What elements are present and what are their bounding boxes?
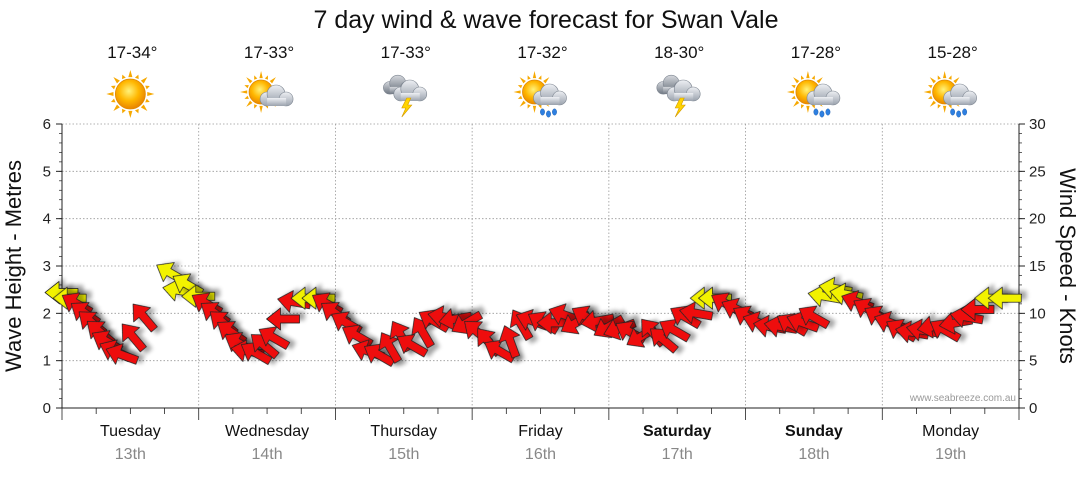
- rain-drop: [540, 108, 545, 116]
- wind-arrow-body: [378, 332, 402, 364]
- sun-disc: [114, 78, 146, 110]
- chart-axes: 0 1 2 3 4 5 6 0 5 10 15 20 25 30: [43, 116, 1046, 420]
- sun-showers-icon: [513, 71, 567, 118]
- wind-arrow: [105, 343, 140, 365]
- right-axis-title: Wind Speed - Knots: [1055, 168, 1080, 364]
- day-date-label: 19th: [935, 446, 966, 463]
- right-tick-label: 30: [1029, 116, 1046, 133]
- watermark: www.seabreeze.com.au: [909, 393, 1016, 404]
- right-tick-label: 25: [1029, 163, 1046, 180]
- wind-arrow: [960, 298, 995, 321]
- left-tick-label: 4: [43, 211, 51, 228]
- rain-drop: [552, 108, 557, 116]
- temperature-range: 17-33°: [244, 43, 294, 62]
- temperature-range: 17-33°: [381, 43, 431, 62]
- day-date-label: 13th: [115, 446, 146, 463]
- lightning-bolt: [401, 97, 413, 118]
- wind-arrow: [987, 286, 1022, 310]
- front-cloud: [393, 79, 428, 102]
- wind-arrow: [798, 305, 831, 329]
- day-name-label: Wednesday: [225, 423, 309, 440]
- chart-title: 7 day wind & wave forecast for Swan Vale: [313, 6, 778, 34]
- wind-arrow-body: [396, 334, 429, 358]
- wind-arrows: [44, 262, 1022, 367]
- left-tick-label: 0: [43, 400, 51, 417]
- rain-drop: [825, 108, 831, 116]
- thunderstorm-icon: [383, 74, 428, 118]
- left-tick-label: 6: [43, 116, 51, 133]
- wind-arrow-body: [258, 326, 291, 350]
- day-date-label: 15th: [388, 446, 419, 463]
- partly-cloudy-icon: [240, 71, 294, 113]
- lightning-bolt: [674, 97, 686, 118]
- left-axis-title: Wave Height - Metres: [1, 160, 26, 372]
- left-tick-label: 2: [43, 305, 51, 322]
- wind-arrow: [498, 325, 521, 359]
- sun-rays: [106, 70, 155, 118]
- cloud: [806, 83, 841, 106]
- day-date-label: 16th: [525, 446, 556, 463]
- wind-arrow-body: [266, 307, 300, 331]
- wind-arrow-body: [960, 298, 995, 321]
- day-name-label: Saturday: [643, 423, 712, 440]
- day-date-label: 17th: [662, 446, 693, 463]
- temperature-range: 18-30°: [654, 43, 704, 62]
- rain-drop: [546, 110, 551, 118]
- wind-arrow-body: [121, 323, 147, 353]
- sunny-icon: [106, 70, 155, 118]
- wind-arrow-body: [132, 303, 158, 333]
- wind-arrow: [266, 307, 300, 331]
- wind-arrow-body: [679, 301, 714, 325]
- right-tick-label: 5: [1029, 353, 1037, 370]
- day-name-label: Tuesday: [100, 423, 161, 440]
- wind-arrow: [378, 332, 402, 364]
- left-tick-label: 1: [43, 353, 51, 370]
- right-tick-label: 0: [1029, 400, 1037, 417]
- wind-arrow-body: [105, 343, 140, 365]
- right-tick-label: 15: [1029, 258, 1046, 275]
- daily-weather-icons: [106, 70, 977, 118]
- wind-arrow: [121, 323, 147, 353]
- wind-arrow: [258, 326, 291, 350]
- day-name-label: Friday: [518, 423, 562, 440]
- wind-arrow: [411, 317, 435, 349]
- wind-arrow-body: [411, 317, 435, 349]
- temperature-range: 17-34°: [107, 43, 157, 62]
- day-name-label: Sunday: [785, 423, 843, 440]
- temperature-range: 15-28°: [928, 43, 978, 62]
- rain-drop: [813, 108, 819, 116]
- temperature-range: 17-32°: [517, 43, 567, 62]
- sun-showers-icon: [786, 71, 841, 118]
- wind-arrow: [396, 334, 429, 358]
- day-name-label: Monday: [922, 423, 979, 440]
- day-name-label: Thursday: [370, 423, 437, 440]
- cloud: [943, 83, 977, 106]
- wind-arrow: [679, 301, 714, 325]
- left-tick-label: 3: [43, 258, 51, 275]
- rain-drop: [962, 108, 968, 116]
- wind-arrow-body: [798, 305, 831, 329]
- rain-drop: [819, 110, 825, 118]
- wind-arrow-body: [498, 325, 521, 359]
- cloud: [259, 84, 294, 107]
- cloud: [533, 83, 567, 106]
- wind-arrow: [132, 303, 158, 333]
- front-cloud: [666, 79, 701, 102]
- daily-temperatures: 17-34° 17-33° 17-33° 17-32° 18-30° 17-28° 15-2…: [107, 43, 978, 62]
- right-tick-label: 20: [1029, 211, 1046, 228]
- thunderstorm-icon: [656, 74, 701, 118]
- temperature-range: 17-28°: [791, 43, 841, 62]
- left-tick-label: 5: [43, 163, 51, 180]
- day-date-label: 18th: [798, 446, 829, 463]
- chart-gridlines: [62, 123, 1019, 408]
- rain-drop: [950, 108, 956, 116]
- rain-drop: [956, 110, 962, 118]
- right-tick-label: 10: [1029, 305, 1046, 322]
- day-labels: Tuesday 13th Wednesday 14th Thursday 15th Frid…: [100, 423, 979, 463]
- wind-arrow-body: [987, 286, 1022, 310]
- sun-showers-icon: [923, 71, 977, 118]
- day-date-label: 14th: [252, 446, 283, 463]
